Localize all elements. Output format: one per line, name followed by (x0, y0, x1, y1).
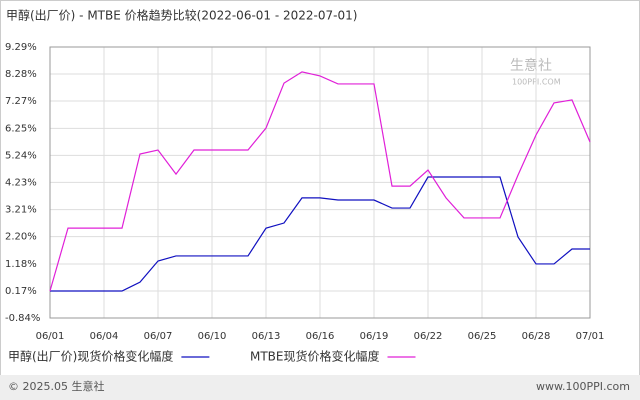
x-tick-label: 06/28 (522, 331, 551, 342)
y-tick-label: 5.24% (5, 150, 37, 161)
footer-left: © 2025.05 生意社 (8, 379, 104, 393)
legend-label: 甲醇(出厂价)现货价格变化幅度 (8, 349, 173, 364)
x-tick-label: 06/01 (36, 331, 65, 342)
x-tick-label: 06/07 (144, 331, 173, 342)
watermark: 生意社 (510, 57, 552, 74)
series-line (50, 176, 590, 292)
y-tick-label: 3.21% (5, 205, 37, 216)
x-tick-label: 07/01 (576, 331, 605, 342)
y-tick-label: 1.18% (5, 259, 37, 270)
y-tick-label: 8.28% (5, 69, 37, 80)
series-line (49, 71, 591, 292)
legend-label: MTBE现货价格变化幅度 (250, 349, 380, 364)
y-tick-label: 9.29% (5, 42, 37, 53)
x-tick-label: 06/13 (252, 331, 281, 342)
x-tick-label: 06/25 (468, 331, 497, 342)
x-tick-label: 06/22 (414, 331, 443, 342)
x-tick-label: 06/19 (360, 331, 389, 342)
chart-title: 甲醇(出厂价) - MTBE 价格趋势比较(2022-06-01 - 2022-… (6, 8, 357, 23)
y-tick-label: 4.23% (5, 177, 37, 188)
x-tick-label: 06/04 (90, 331, 119, 342)
y-tick-label: 6.25% (5, 123, 37, 134)
y-tick-label: 2.20% (5, 232, 37, 243)
footer-bar (0, 375, 640, 400)
y-tick-label: -0.84% (5, 313, 40, 324)
x-tick-label: 06/16 (306, 331, 335, 342)
plot-border (49, 46, 591, 319)
y-tick-label: 0.17% (5, 286, 37, 297)
y-tick-label: 7.27% (5, 96, 37, 107)
x-tick-label: 06/10 (198, 331, 227, 342)
footer-right: www.100PPI.com (536, 380, 630, 393)
